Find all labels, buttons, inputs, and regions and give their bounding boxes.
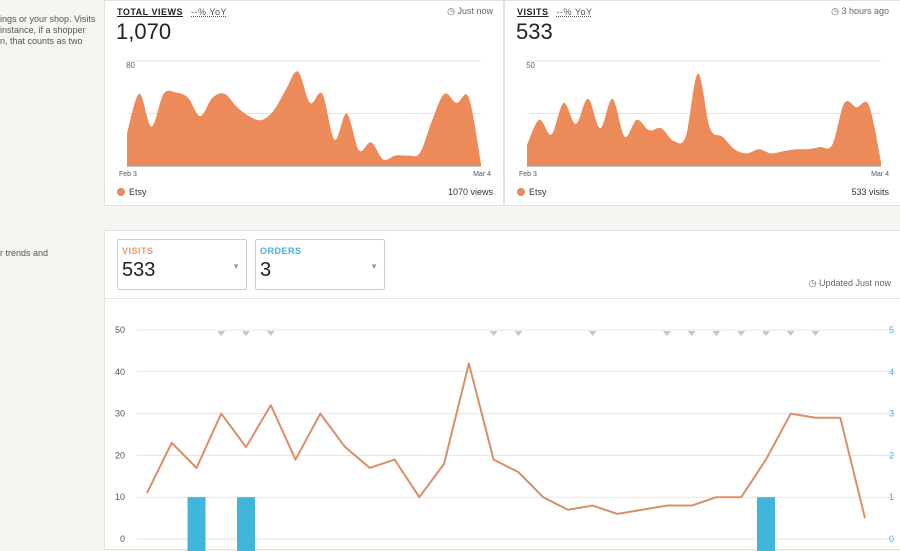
clock-icon: ◷ [831,6,839,16]
chevron-down-icon: ▼ [232,262,240,271]
area-series [127,71,481,166]
yoy-label[interactable]: --% YoY [556,7,593,17]
visits-metric-label: VISITS [122,246,154,256]
visits-orders-line-chart: 0 0 10 1 20 2 30 3 40 4 50 5 [115,325,895,551]
visits-ymax-label: 50 [526,61,535,70]
event-marker-icon [266,331,275,336]
y-left-tick-label: 10 [115,492,125,502]
area-series [527,73,881,166]
views-ymax-label: 80 [126,61,135,70]
event-marker-icon [786,331,795,336]
event-marker-icon [687,331,696,336]
divider [105,298,900,299]
orders-bar [756,497,775,551]
legend-dot [517,188,525,196]
total-views-card[interactable]: TOTAL VIEWS --% YoY ◷ Just now 1,070 80 … [104,0,504,206]
orders-bar [237,497,256,551]
event-marker-icon [811,331,820,336]
y-right-tick-label: 5 [889,325,894,335]
clock-icon: ◷ [447,6,455,16]
visits-time-text: 3 hours ago [841,6,889,16]
event-marker-icon [712,331,721,336]
y-left-tick-label: 30 [115,409,125,419]
event-marker-icon [761,331,770,336]
orders-metric-label: ORDERS [260,246,302,256]
y-right-tick-label: 0 [889,534,894,544]
updated-status: ◷ Updated Just now [809,278,891,289]
visits-legend: Etsy [517,187,547,197]
total-views-value: 1,070 [116,19,172,44]
y-right-tick-label: 4 [889,367,894,377]
visits-value: 533 [516,19,553,44]
description-line: r trends and [0,248,49,258]
description-line: instance, if a shopper [0,25,86,35]
chevron-down-icon: ▼ [370,262,378,271]
event-marker-icon [662,331,671,336]
views-legend: Etsy [117,187,147,197]
total-views-label[interactable]: TOTAL VIEWS [117,7,184,17]
clock-icon: ◷ [808,278,817,288]
y-left-tick-label: 20 [115,450,125,460]
visits-metric-dropdown[interactable]: VISITS 533 ▼ [117,239,247,290]
legend-label: Etsy [129,187,147,197]
visits-metric-value: 533 [122,259,156,281]
event-marker-icon [737,331,746,336]
y-right-tick-label: 1 [889,492,894,502]
event-marker-icon [217,331,226,336]
description-line: n, that counts as two [0,36,83,46]
y-right-tick-label: 2 [889,450,894,460]
views-x-start: Feb 3 [119,171,137,178]
views-area-chart: 80 Feb 3 Mar 4 [119,60,491,178]
event-marker-icon [489,331,498,336]
y-left-tick-label: 40 [115,367,125,377]
y-left-tick-label: 50 [115,325,125,335]
visits-card[interactable]: VISITS --% YoY ◷ 3 hours ago 533 50 Feb … [504,0,900,206]
visits-line [146,362,866,519]
y-left-tick-label: 0 [120,534,125,544]
main-chart-card: VISITS 533 ▼ ORDERS 3 ▼ ◷ Updated Just n… [104,230,900,551]
left-description-2: r trends and [0,248,100,259]
visits-label[interactable]: VISITS [517,7,549,17]
event-marker-icon [588,331,597,336]
y-right-tick-label: 3 [889,409,894,419]
event-marker-icon [242,331,251,336]
views-x-end: Mar 4 [473,171,491,178]
orders-metric-value: 3 [260,259,272,281]
visits-total: 533 visits [851,187,889,197]
description-line: ings or your shop. Visits [0,14,96,24]
views-time-text: Just now [457,6,493,16]
views-total: 1070 views [447,187,493,197]
updated-text: Updated Just now [818,278,891,288]
legend-dot [117,188,125,196]
yoy-label[interactable]: --% YoY [191,7,228,17]
visits-x-end: Mar 4 [871,171,889,178]
visits-x-start: Feb 3 [519,171,537,178]
orders-bar [187,497,206,551]
event-marker-icon [514,331,523,336]
visits-area-chart: 50 Feb 3 Mar 4 [519,60,889,178]
views-timestamp: ◷ Just now [447,6,493,17]
left-description-1: ings or your shop. Visits instance, if a… [0,14,100,47]
orders-metric-dropdown[interactable]: ORDERS 3 ▼ [255,239,385,290]
legend-label: Etsy [529,187,547,197]
visits-timestamp: ◷ 3 hours ago [831,6,889,17]
